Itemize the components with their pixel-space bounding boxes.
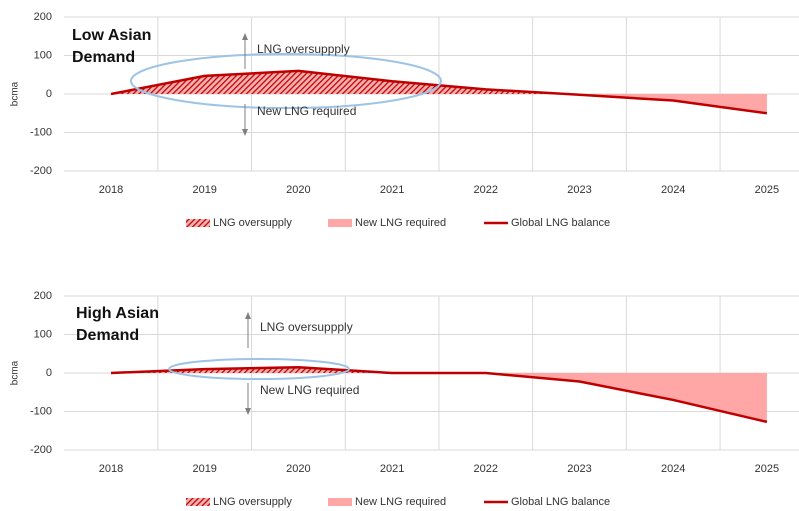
annotation: LNG oversuppply: [257, 42, 350, 56]
area-positive: [111, 70, 767, 94]
legend-swatch: [186, 219, 210, 227]
arrow-head: [245, 408, 251, 415]
arrow-head: [245, 312, 251, 319]
x-tick-label: 2024: [661, 184, 685, 196]
y-axis-label: bcma: [10, 81, 21, 106]
x-tick-label: 2020: [286, 184, 310, 196]
y-axis-label: bcma: [10, 360, 21, 385]
area-negative: [111, 94, 767, 114]
x-tick-label: 2018: [99, 184, 123, 196]
y-tick-label: -100: [30, 405, 52, 417]
arrow-head: [242, 33, 248, 40]
y-tick-label: 100: [34, 328, 52, 340]
y-tick-label: 0: [46, 88, 52, 100]
x-tick-label: 2025: [755, 184, 779, 196]
y-tick-label: 0: [46, 367, 52, 379]
annotation: New LNG required: [260, 383, 360, 397]
panel-title: Low Asian Demand: [72, 27, 152, 66]
balance-line: [110, 365, 768, 424]
annotation: LNG oversuppply: [260, 320, 353, 334]
panel-title: High Asian Demand: [76, 305, 159, 344]
x-tick-label: 2024: [661, 463, 685, 475]
legend-label: Global LNG balance: [511, 496, 610, 508]
x-tick-label: 2021: [380, 184, 404, 196]
y-tick-label: 200: [34, 290, 52, 302]
legend-label: New LNG required: [355, 496, 446, 508]
x-tick-label: 2020: [286, 463, 310, 475]
highlight-ellipse: [168, 358, 350, 380]
x-tick-label: 2023: [567, 463, 591, 475]
legend-swatch: [328, 219, 352, 227]
y-tick-label: -200: [30, 444, 52, 456]
legend-swatch: [328, 498, 352, 506]
y-tick-label: 100: [34, 49, 52, 61]
y-tick-label: -200: [30, 165, 52, 177]
legend-label: New LNG required: [355, 217, 446, 229]
x-tick-label: 2021: [380, 463, 404, 475]
x-tick-label: 2022: [474, 184, 498, 196]
y-tick-label: 200: [34, 11, 52, 23]
legend-label: Global LNG balance: [511, 217, 610, 229]
legend-label: LNG oversupply: [213, 217, 292, 229]
x-tick-label: 2019: [192, 463, 216, 475]
y-tick-label: -100: [30, 126, 52, 138]
x-tick-label: 2025: [755, 463, 779, 475]
highlight-ellipse: [130, 53, 442, 109]
legend-swatch: [186, 498, 210, 506]
x-tick-label: 2018: [99, 463, 123, 475]
x-tick-label: 2019: [192, 184, 216, 196]
x-tick-label: 2023: [567, 184, 591, 196]
x-tick-label: 2022: [474, 463, 498, 475]
annotation: New LNG required: [257, 104, 357, 118]
legend-label: LNG oversupply: [213, 496, 292, 508]
arrow-head: [242, 129, 248, 136]
